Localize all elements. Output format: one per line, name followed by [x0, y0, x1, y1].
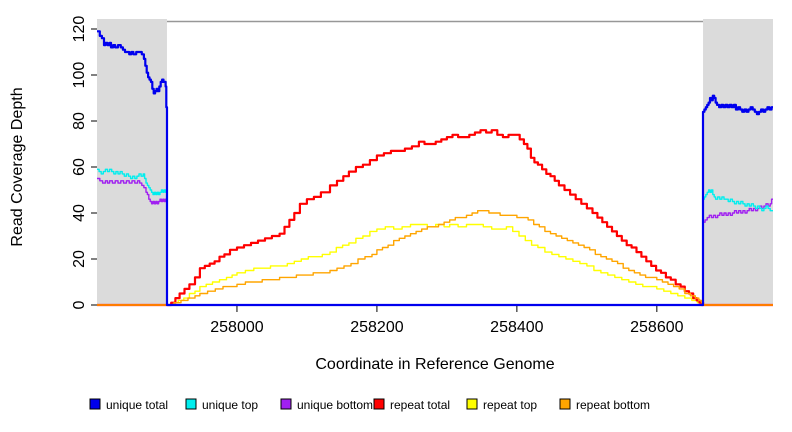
legend-swatch-unique-bottom: [280, 398, 292, 410]
x-axis-title: Coordinate in Reference Genome: [315, 356, 554, 373]
legend-label: repeat bottom: [576, 398, 650, 412]
series-line-repeat-total: [97, 129, 773, 307]
legend-swatch-unique-total: [89, 398, 101, 410]
y-axis-tick-label: 0: [71, 300, 88, 309]
series-line-unique-total: [97, 30, 773, 307]
series-line-unique-bottom: [97, 177, 773, 306]
legend-swatch-repeat-total: [373, 398, 385, 410]
legend-label: unique total: [106, 398, 168, 412]
y-axis-tick-label: 20: [71, 250, 88, 268]
x-axis-tick-label: 258600: [630, 319, 683, 336]
legend-label: repeat total: [390, 398, 450, 412]
legend-swatch-repeat-bottom: [559, 398, 571, 410]
y-axis-tick-label: 100: [71, 62, 88, 89]
legend-label: repeat top: [483, 398, 537, 412]
unique-region-left: [97, 19, 167, 306]
y-axis-tick-label: 40: [71, 204, 88, 222]
unique-region-right: [703, 19, 773, 306]
series-line-repeat-top: [97, 223, 773, 306]
legend-swatch-unique-top: [185, 398, 197, 410]
series-line-unique-top: [97, 168, 773, 306]
legend-swatch-repeat-top: [466, 398, 478, 410]
x-axis-tick-label: 258000: [210, 319, 263, 336]
x-axis-tick-label: 258400: [490, 319, 543, 336]
y-axis-tick-label: 60: [71, 158, 88, 176]
legend-label: unique top: [202, 398, 258, 412]
series-line-repeat-bottom: [97, 210, 773, 306]
y-axis-tick-label: 80: [71, 112, 88, 130]
y-axis-title: Read Coverage Depth: [9, 87, 26, 246]
x-axis-tick-label: 258200: [350, 319, 403, 336]
legend-label: unique bottom: [297, 398, 373, 412]
y-axis-tick-label: 120: [71, 16, 88, 43]
